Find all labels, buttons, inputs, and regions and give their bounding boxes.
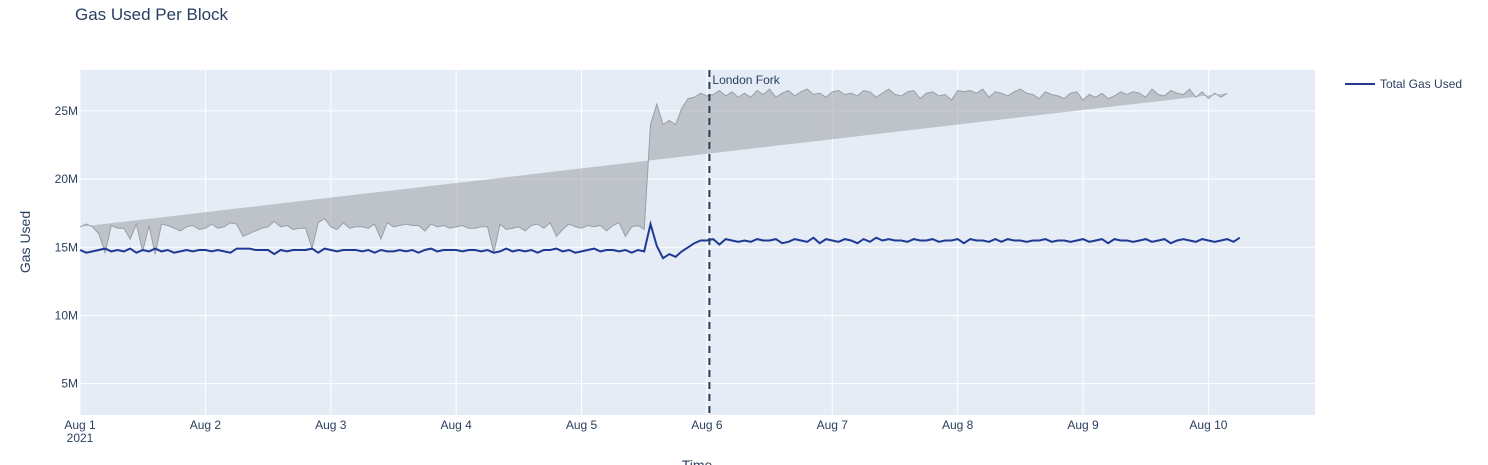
x-tick-label: Aug 7 [817, 418, 849, 432]
x-tick-label: Aug 9 [1067, 418, 1099, 432]
x-tick-label: Aug 1 [64, 418, 96, 432]
gas-range-band [79, 88, 1228, 255]
y-tick-label: 5M [61, 377, 78, 391]
total-gas-used-line [79, 220, 1241, 260]
y-tick-label: 15M [55, 240, 78, 254]
x-tick-label: Aug 2 [190, 418, 222, 432]
x-tick-label: Aug 4 [440, 418, 472, 432]
legend-label: Total Gas Used [1380, 77, 1462, 91]
y-axis-ticks: 5M 10M 15M 20M 25M [55, 104, 78, 391]
x-tick-label: Aug 3 [315, 418, 347, 432]
legend[interactable]: Total Gas Used [1345, 77, 1462, 91]
y-tick-label: 10M [55, 308, 78, 322]
x-tick-label: Aug 10 [1189, 418, 1227, 432]
y-axis-title: Gas Used [17, 211, 33, 273]
x-axis-title: Time [682, 457, 713, 465]
x-tick-label: Aug 6 [691, 418, 723, 432]
london-fork-label: London Fork [712, 73, 780, 87]
y-tick-label: 25M [55, 104, 78, 118]
x-tick-label: Aug 5 [566, 418, 598, 432]
y-tick-label: 20M [55, 172, 78, 186]
x-axis-ticks: Aug 1 Aug 2 Aug 3 Aug 4 Aug 5 Aug 6 Aug 7 Aug 8… [64, 418, 1227, 432]
x-axis-year-label: 2021 [67, 431, 94, 445]
chart-title: Gas Used Per Block [75, 5, 229, 24]
x-tick-label: Aug 8 [942, 418, 974, 432]
